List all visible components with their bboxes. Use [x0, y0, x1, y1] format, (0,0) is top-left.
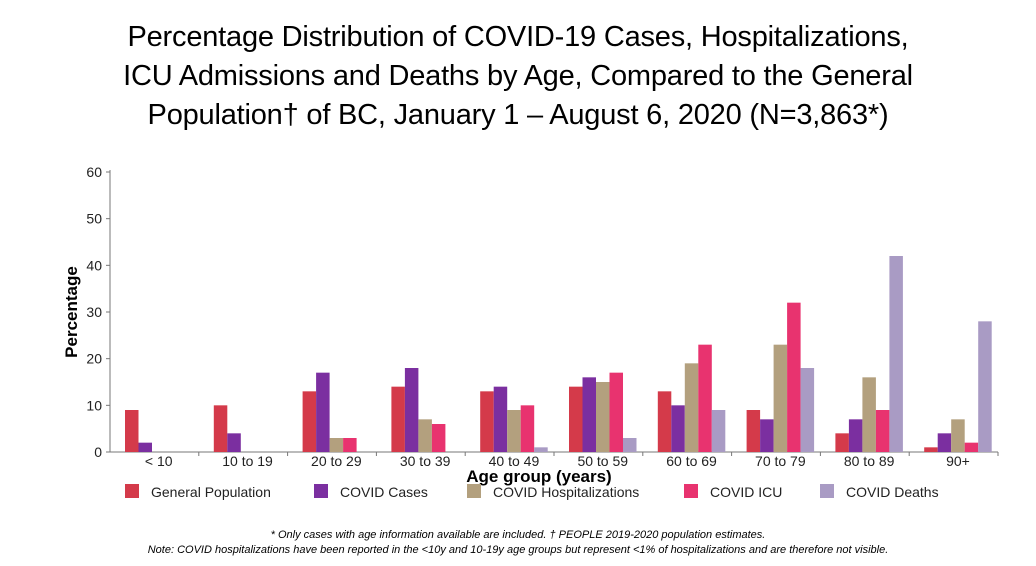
x-tick-label: 10 to 19	[222, 453, 273, 469]
footnote-cases: * Only cases with age information availa…	[270, 529, 766, 541]
bar	[534, 447, 548, 452]
bar	[138, 442, 152, 452]
x-tick-label: 20 to 29	[311, 453, 362, 469]
bar	[951, 419, 965, 452]
y-tick-label: 50	[86, 211, 102, 227]
bar	[924, 447, 938, 452]
bar	[800, 368, 815, 452]
legend-swatch	[467, 484, 481, 498]
bar	[760, 419, 774, 452]
bar	[391, 386, 405, 452]
bar	[787, 302, 801, 452]
bar	[698, 344, 712, 452]
legend-label: General Population	[151, 484, 271, 500]
bar	[507, 410, 521, 452]
bar	[671, 405, 685, 452]
y-tick-label: 30	[86, 304, 102, 320]
bar	[657, 391, 672, 452]
bar	[623, 438, 637, 452]
x-tick-label: < 10	[145, 453, 173, 469]
bar	[480, 391, 494, 452]
x-tick-label: 80 to 89	[844, 453, 895, 469]
bar	[493, 386, 508, 452]
x-tick-label: 50 to 59	[577, 453, 628, 469]
legend-swatch	[314, 484, 328, 498]
title-line-1: Percentage Distribution of COVID-19 Case…	[127, 21, 909, 53]
x-tick-label: 30 to 39	[400, 453, 451, 469]
x-tick-label: 40 to 49	[489, 453, 540, 469]
bar	[227, 433, 241, 452]
bar	[302, 391, 317, 452]
bar	[404, 368, 419, 452]
bar	[316, 372, 330, 452]
y-tick-label: 40	[86, 257, 102, 273]
bar	[431, 424, 446, 452]
bar	[684, 363, 699, 452]
legend-swatch	[125, 484, 139, 498]
bar	[520, 405, 535, 452]
bar	[596, 382, 610, 452]
bar	[582, 377, 596, 452]
bar	[213, 405, 228, 452]
bar	[711, 410, 726, 452]
bar	[418, 419, 432, 452]
bar	[835, 433, 849, 452]
legend-swatch	[820, 484, 834, 498]
bar	[978, 321, 992, 452]
bar	[848, 419, 863, 452]
legend-label: COVID Hospitalizations	[493, 484, 639, 500]
legend-label: COVID Deaths	[846, 484, 939, 500]
x-tick-label: 70 to 79	[755, 453, 806, 469]
bar	[125, 410, 139, 452]
bar	[329, 438, 344, 452]
bar	[875, 410, 890, 452]
legend-label: COVID ICU	[710, 484, 782, 500]
bar	[773, 344, 788, 452]
y-tick-label: 10	[86, 397, 102, 413]
x-axis-title: Age group (years)	[466, 467, 611, 486]
footnote-note: Note: COVID hospitalizations have been r…	[147, 544, 889, 556]
y-tick-label: 60	[86, 164, 102, 180]
bar	[862, 377, 876, 452]
bar	[609, 372, 623, 452]
legend-swatch	[684, 484, 698, 498]
title-line-2: ICU Admissions and Deaths by Age, Compar…	[123, 60, 913, 92]
bar	[937, 433, 952, 452]
y-axis-title: Percentage	[62, 266, 81, 358]
y-tick-label: 20	[86, 351, 102, 367]
bar	[343, 438, 357, 452]
x-tick-label: 90+	[946, 453, 970, 469]
bar	[889, 256, 903, 452]
bar	[964, 442, 979, 452]
chart-title: Percentage Distribution of COVID-19 Case…	[0, 18, 1036, 135]
legend-label: COVID Cases	[340, 484, 428, 500]
y-tick-label: 0	[94, 444, 102, 460]
x-tick-label: 60 to 69	[666, 453, 717, 469]
bar	[569, 386, 583, 452]
bar	[746, 410, 761, 452]
title-line-3: Population† of BC, January 1 – August 6,…	[147, 99, 889, 131]
